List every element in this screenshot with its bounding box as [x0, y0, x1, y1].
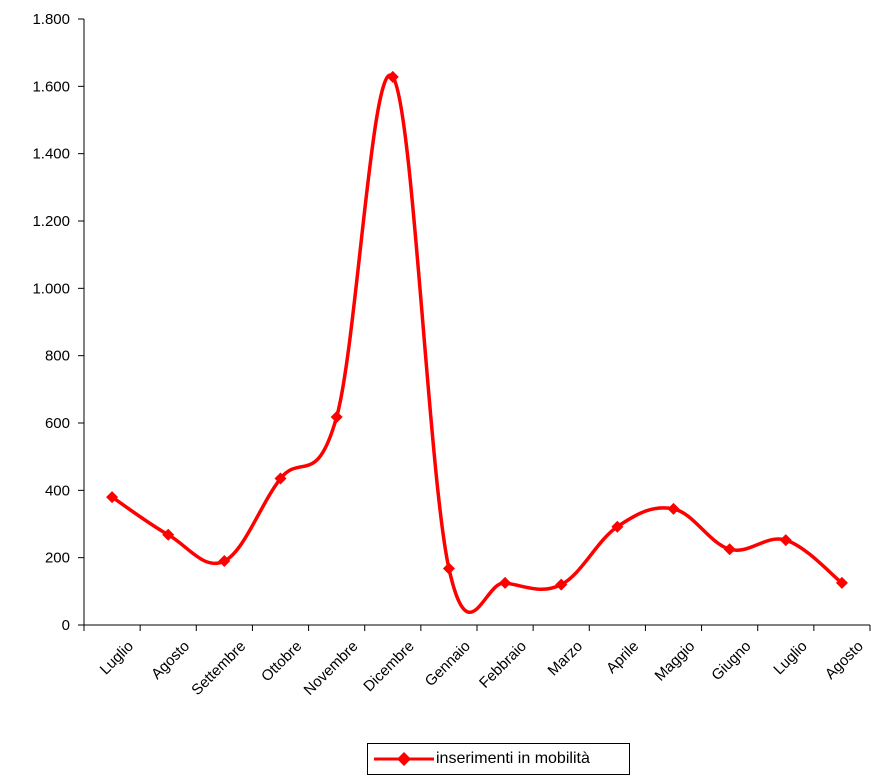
- y-tick-label: 1.800: [32, 11, 70, 28]
- data-point-marker: [499, 576, 512, 589]
- x-tick-label: Agosto: [148, 638, 193, 683]
- data-point-marker: [386, 70, 399, 83]
- x-tick-label: Settembre: [188, 638, 249, 699]
- x-tick-label: Febbraio: [476, 638, 530, 692]
- y-tick-label: 800: [45, 348, 70, 365]
- y-tick-label: 1.600: [32, 78, 70, 95]
- data-point-marker: [218, 555, 231, 568]
- y-tick-label: 1.400: [32, 146, 70, 163]
- x-tick-label: Agosto: [822, 638, 867, 683]
- data-point-marker: [723, 543, 736, 556]
- legend: inserimenti in mobilità: [367, 743, 630, 775]
- y-tick-label: 1.000: [32, 280, 70, 297]
- data-point-marker: [835, 576, 848, 589]
- data-point-marker: [611, 520, 624, 533]
- x-tick-label: Marzo: [545, 638, 586, 679]
- y-tick-label: 200: [45, 550, 70, 567]
- data-point-marker: [106, 491, 119, 504]
- x-tick-label: Ottobre: [258, 638, 305, 685]
- data-point-marker: [330, 410, 343, 423]
- x-tick-label: Novembre: [301, 638, 362, 699]
- x-tick-label: Giugno: [708, 638, 754, 684]
- series-line: [111, 73, 844, 614]
- x-tick-label: Luglio: [770, 638, 810, 678]
- data-point-marker: [667, 502, 680, 515]
- series-layer: [106, 70, 848, 614]
- x-tick-label: Dicembre: [360, 638, 417, 695]
- x-tick-label: Gennaio: [422, 638, 474, 690]
- data-point-marker: [442, 562, 455, 575]
- x-tick-label: Luglio: [97, 638, 137, 678]
- data-point-marker: [555, 578, 568, 591]
- y-tick-label: 0: [62, 617, 70, 634]
- x-tick-label: Aprile: [603, 638, 642, 677]
- legend-swatch: [374, 747, 434, 771]
- legend-label-series-1: inserimenti in mobilità: [436, 750, 590, 767]
- x-tick-label: Maggio: [652, 638, 699, 685]
- axes: [83, 19, 870, 626]
- y-tick-label: 400: [45, 482, 70, 499]
- y-tick-label: 1.200: [32, 213, 70, 230]
- y-tick-label: 600: [45, 415, 70, 432]
- data-point-marker: [779, 534, 792, 547]
- data-point-marker: [274, 472, 287, 485]
- y-axis-ticks: 0 200 400 600 800 1.000 1.200 1.400 1.600 1.800: [32, 11, 84, 634]
- data-point-marker: [162, 528, 175, 541]
